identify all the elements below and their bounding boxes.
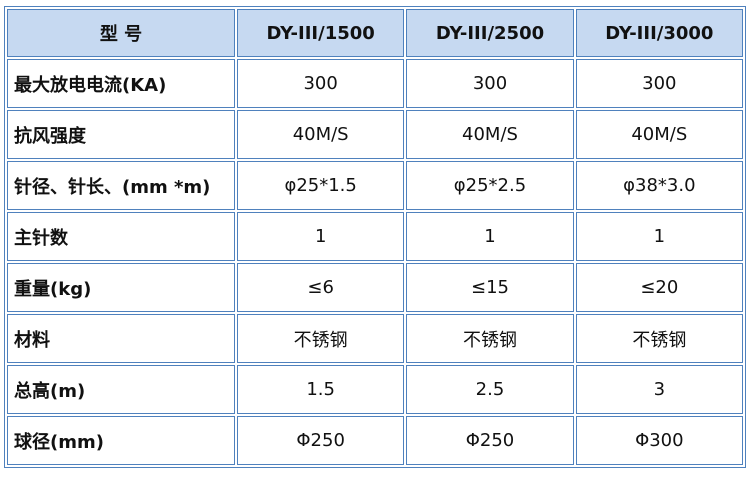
table-cell: 300	[406, 59, 574, 108]
header-cell: 型 号	[7, 9, 235, 57]
table-row: 球径(mm) Φ250 Φ250 Φ300	[7, 416, 743, 465]
table-cell: Φ300	[575, 416, 743, 465]
table-cell: Φ250	[237, 416, 405, 465]
table-row: 抗风强度 40M/S 40M/S 40M/S	[7, 110, 743, 159]
row-label: 总高(m)	[7, 365, 235, 414]
table-row: 总高(m) 1.5 2.5 3	[7, 365, 743, 414]
table-row: 重量(kg) ≤6 ≤15 ≤20	[7, 263, 743, 312]
table-cell: 1	[575, 212, 743, 261]
spec-table: 型 号 DY-III/1500 DY-III/2500 DY-III/3000 最大放…	[4, 6, 746, 468]
spec-table-wrap: 型 号 DY-III/1500 DY-III/2500 DY-III/3000 最大放…	[4, 6, 746, 468]
table-cell: φ25*2.5	[406, 161, 574, 210]
header-cell: DY-III/3000	[575, 9, 743, 57]
table-cell: 300	[237, 59, 405, 108]
table-cell: Φ250	[406, 416, 574, 465]
table-cell: 300	[575, 59, 743, 108]
row-label: 球径(mm)	[7, 416, 235, 465]
row-label: 重量(kg)	[7, 263, 235, 312]
header-cell: DY-III/2500	[406, 9, 574, 57]
table-cell: ≤20	[575, 263, 743, 312]
row-label: 最大放电电流(KA)	[7, 59, 235, 108]
row-label: 材料	[7, 314, 235, 363]
table-cell: 1	[406, 212, 574, 261]
row-label: 抗风强度	[7, 110, 235, 159]
table-row: 主针数 1 1 1	[7, 212, 743, 261]
table-cell: φ38*3.0	[575, 161, 743, 210]
header-row: 型 号 DY-III/1500 DY-III/2500 DY-III/3000	[7, 9, 743, 57]
table-cell: ≤6	[237, 263, 405, 312]
table-cell: 2.5	[406, 365, 574, 414]
table-cell: 40M/S	[575, 110, 743, 159]
row-label: 针径、针长、(mm *m)	[7, 161, 235, 210]
table-cell: 40M/S	[406, 110, 574, 159]
table-row: 最大放电电流(KA) 300 300 300	[7, 59, 743, 108]
table-row: 材料 不锈钢 不锈钢 不锈钢	[7, 314, 743, 363]
table-cell: ≤15	[406, 263, 574, 312]
table-cell: 不锈钢	[406, 314, 574, 363]
table-row: 针径、针长、(mm *m) φ25*1.5 φ25*2.5 φ38*3.0	[7, 161, 743, 210]
table-cell: 3	[575, 365, 743, 414]
table-cell: φ25*1.5	[237, 161, 405, 210]
table-cell: 不锈钢	[237, 314, 405, 363]
table-cell: 1	[237, 212, 405, 261]
table-cell: 不锈钢	[575, 314, 743, 363]
table-cell: 40M/S	[237, 110, 405, 159]
row-label: 主针数	[7, 212, 235, 261]
header-cell: DY-III/1500	[237, 9, 405, 57]
table-cell: 1.5	[237, 365, 405, 414]
